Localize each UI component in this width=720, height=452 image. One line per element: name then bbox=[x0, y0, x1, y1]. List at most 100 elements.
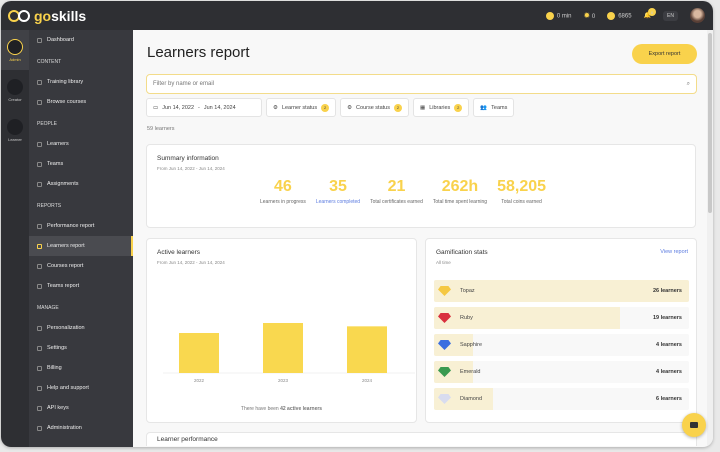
sidebar-section-header: REPORTS bbox=[29, 196, 133, 216]
scrollbar[interactable] bbox=[707, 30, 713, 447]
learner-status-filter[interactable]: ⚙ Learner status 2 bbox=[266, 98, 337, 117]
sidebar-item-courses-report[interactable]: Courses report bbox=[29, 256, 133, 276]
teams-icon: 👥 bbox=[480, 104, 488, 111]
sidebar-item-label: Learners bbox=[47, 141, 69, 147]
active-learners-card: Active learners From Jun 14, 2022 - Jun … bbox=[146, 238, 417, 423]
gem-icon bbox=[438, 313, 451, 323]
sidebar-item-label: REPORTS bbox=[37, 203, 62, 209]
sidebar-item-administration[interactable]: Administration bbox=[29, 418, 133, 438]
sidebar-item-assignments[interactable]: Assignments bbox=[29, 174, 133, 194]
bar-2022[interactable] bbox=[179, 333, 219, 373]
gem-progress-fill bbox=[434, 280, 689, 302]
learner-count: 59 learners bbox=[147, 126, 175, 132]
sidebar-item-icon bbox=[37, 365, 42, 371]
role-admin[interactable]: Admin bbox=[1, 30, 29, 70]
view-report-link[interactable]: View report bbox=[660, 249, 688, 255]
library-icon: ▦ bbox=[419, 104, 426, 111]
card-subtitle: From Jun 14, 2022 - Jun 14, 2024 bbox=[157, 260, 225, 265]
filter-count: 2 bbox=[454, 103, 463, 112]
language-button[interactable]: EN bbox=[663, 10, 678, 21]
streak-stat[interactable]: ✹ 0 bbox=[583, 11, 595, 20]
sidebar-item-label: Personalization bbox=[47, 325, 85, 331]
sidebar-item-help-and-support[interactable]: Help and support bbox=[29, 378, 133, 398]
gem-progress-fill bbox=[434, 334, 474, 356]
sidebar-item-learners-report[interactable]: Learners report bbox=[29, 236, 133, 256]
role-label: Admin bbox=[9, 56, 21, 62]
chat-button[interactable] bbox=[682, 413, 706, 437]
sidebar-item-performance-report[interactable]: Performance report bbox=[29, 216, 133, 236]
sidebar-item-billing[interactable]: Billing bbox=[29, 358, 133, 378]
user-avatar[interactable] bbox=[690, 8, 705, 23]
course-status-filter[interactable]: ⚙ Course status 2 bbox=[340, 98, 409, 117]
x-tick-label: 2022 bbox=[194, 378, 205, 383]
filter-label: Learner status bbox=[281, 104, 318, 111]
teams-filter[interactable]: 👥 Teams bbox=[473, 98, 515, 117]
sidebar-section-header: CONTENT bbox=[29, 52, 133, 72]
summary-stat: 46 Learners in progress bbox=[255, 178, 311, 205]
sidebar-item-icon bbox=[37, 243, 42, 249]
libraries-filter[interactable]: ▦ Libraries 2 bbox=[412, 98, 470, 117]
gem-progress-fill bbox=[434, 361, 474, 383]
active-learners-chart: 2022 2023 2024 bbox=[163, 323, 415, 383]
gem-name: Topaz bbox=[460, 288, 475, 294]
sidebar-item-settings[interactable]: Settings bbox=[29, 338, 133, 358]
gem-name: Emerald bbox=[460, 369, 481, 375]
filter-count: 2 bbox=[321, 103, 330, 112]
sidebar-item-icon bbox=[37, 181, 42, 187]
sidebar-item-browse-courses[interactable]: Browse courses bbox=[29, 92, 133, 112]
sidebar-item-icon bbox=[37, 161, 42, 167]
learner-performance-card: Learner performance bbox=[146, 432, 697, 446]
chart-footer: There have been 42 active learners bbox=[147, 406, 416, 412]
logo[interactable]: go skills bbox=[8, 8, 86, 24]
sidebar: Dashboard CONTENT Training library Browse c… bbox=[29, 30, 133, 447]
sidebar-item-teams-report[interactable]: Teams report bbox=[29, 276, 133, 296]
date-range-filter[interactable]: ▭ Jun 14, 2022 - Jun 14, 2024 bbox=[146, 98, 262, 117]
sidebar-item-label: Teams bbox=[47, 161, 64, 167]
sidebar-item-icon bbox=[37, 283, 42, 289]
gem-name: Diamond bbox=[460, 396, 483, 402]
sidebar-item-personalization[interactable]: Personalization bbox=[29, 318, 133, 338]
role-learner[interactable]: Learner bbox=[1, 110, 29, 150]
role-creator[interactable]: Creator bbox=[1, 70, 29, 110]
gem-count: 4 learners bbox=[656, 369, 682, 375]
sidebar-item-learners[interactable]: Learners bbox=[29, 134, 133, 154]
sidebar-item-label: MANAGE bbox=[37, 305, 59, 311]
sidebar-item-label: Administration bbox=[47, 425, 82, 431]
stat-value: 262h bbox=[441, 178, 479, 195]
coins-stat[interactable]: 6865 bbox=[607, 11, 632, 20]
footer-count: 42 active learners bbox=[280, 406, 323, 412]
bar-2024[interactable] bbox=[347, 326, 387, 373]
gem-row-diamond: Diamond 6 learners bbox=[434, 388, 689, 410]
sidebar-item-teams[interactable]: Teams bbox=[29, 154, 133, 174]
sidebar-item-dashboard[interactable]: Dashboard bbox=[29, 30, 133, 50]
filter-label: Teams bbox=[491, 104, 508, 111]
sun-icon: ✹ bbox=[583, 11, 591, 20]
x-tick-label: 2024 bbox=[362, 378, 373, 383]
gem-progress-fill bbox=[434, 388, 493, 410]
role-label: Learner bbox=[8, 136, 22, 142]
time-stat[interactable]: 0 min bbox=[545, 11, 571, 20]
admin-icon bbox=[7, 38, 23, 55]
sidebar-item-icon bbox=[37, 325, 42, 331]
sidebar-item-api-keys[interactable]: API keys bbox=[29, 398, 133, 418]
logo-go: go bbox=[34, 7, 52, 24]
filter-icon: ⚙ bbox=[273, 104, 278, 111]
gem-count: 19 learners bbox=[652, 315, 682, 321]
coins-value: 6865 bbox=[618, 13, 632, 20]
sidebar-item-icon bbox=[37, 425, 42, 431]
x-tick-label: 2023 bbox=[278, 378, 289, 383]
notifications-button[interactable]: 🔔 8 bbox=[644, 8, 657, 19]
gem-row-sapphire: Sapphire 4 learners bbox=[434, 334, 689, 356]
logo-icon bbox=[8, 9, 30, 22]
footer-text: There have been bbox=[240, 406, 281, 412]
export-report-button[interactable]: Export report bbox=[632, 44, 697, 64]
scrollbar-thumb[interactable] bbox=[708, 33, 712, 213]
sidebar-item-training-library[interactable]: Training library bbox=[29, 72, 133, 92]
bar-2023[interactable] bbox=[263, 323, 303, 373]
search-input[interactable]: Filter by name or email ⌕ bbox=[146, 74, 697, 94]
gem-row-ruby: Ruby 19 learners bbox=[434, 307, 689, 329]
sidebar-item-label: Performance report bbox=[47, 223, 95, 229]
summary-stat[interactable]: 35 Learners completed bbox=[311, 178, 365, 205]
stat-label: Learners in progress bbox=[260, 199, 306, 205]
sidebar-item-label: Browse courses bbox=[47, 99, 87, 105]
